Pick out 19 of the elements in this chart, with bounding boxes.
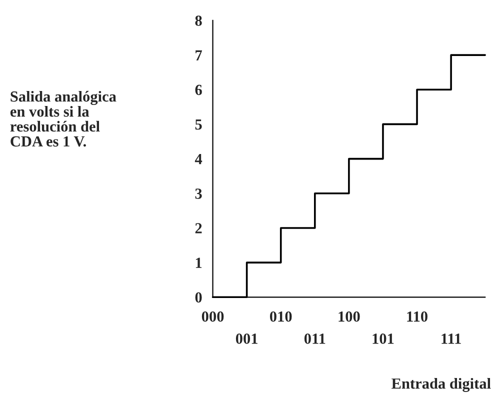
y-tick-label: 1 xyxy=(196,258,202,268)
x-tick-label: 000 xyxy=(202,311,224,322)
y-tick-label: 7 xyxy=(196,50,202,60)
y-tick-label: 0 xyxy=(195,292,202,303)
y-tick-label: 5 xyxy=(195,120,202,130)
text: Salida analógica en volts si la resolución del CDA es 1 V. xyxy=(10,90,116,147)
x-tick-label: 011 xyxy=(304,334,326,344)
y-tick-label: 2 xyxy=(195,223,202,234)
y-tick-label: 6 xyxy=(195,84,202,96)
x-tick-label: 110 xyxy=(407,311,428,322)
x-tick-label: 001 xyxy=(236,334,258,344)
y-tick-label: 8 xyxy=(195,16,202,26)
x-tick-label: 101 xyxy=(372,334,394,344)
x-tick-label: 100 xyxy=(338,311,360,322)
y-tick-label: 4 xyxy=(194,154,202,164)
x-tick-label: 010 xyxy=(270,311,292,322)
y-tick-label: 3 xyxy=(195,188,202,199)
x-tick-label: 111 xyxy=(442,334,461,344)
x-axis-title: Entrada digital xyxy=(392,378,491,392)
